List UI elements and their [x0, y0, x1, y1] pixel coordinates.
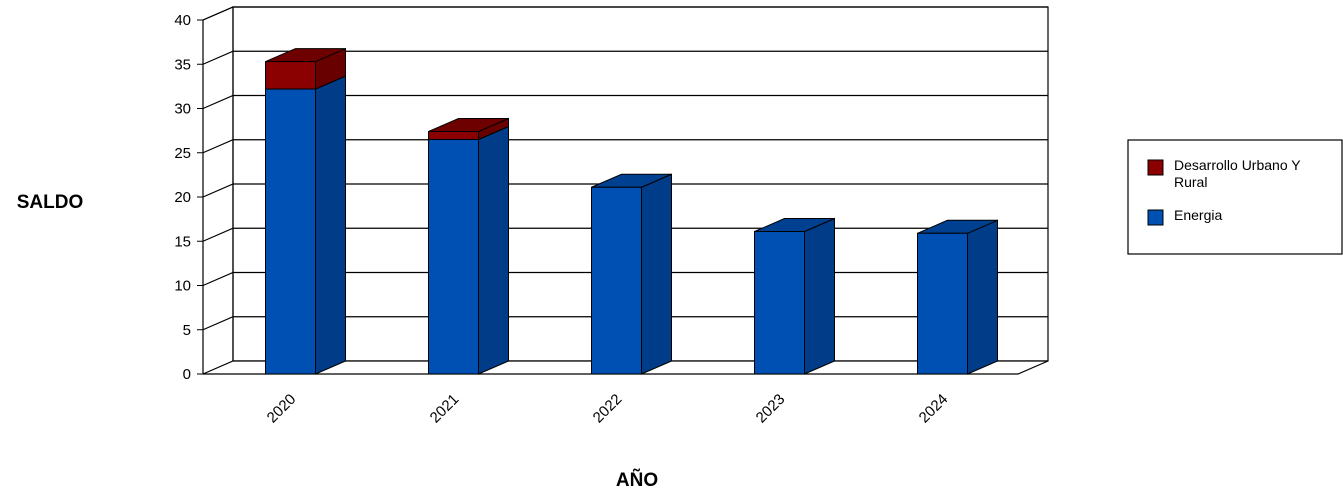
bar-front: [428, 131, 479, 140]
bar-side: [804, 217, 835, 375]
bar-side: [315, 75, 346, 375]
y-tick-label: 30: [174, 101, 191, 118]
y-tick-label: 20: [174, 189, 191, 206]
x-tick-label: 2024: [916, 391, 952, 427]
y-tick-label: 10: [174, 278, 191, 295]
bar-energia-2023: [754, 217, 835, 375]
bar-energia-2021: [428, 125, 509, 375]
bar-energia-2022: [591, 173, 672, 375]
y-tick-label: 25: [174, 145, 191, 162]
legend-label: Energia: [1174, 207, 1222, 223]
bar-energia-2020: [265, 75, 346, 375]
y-axis-ticks: 0 5 10 15 20 25 30 35 40: [174, 6, 234, 383]
bar-front: [265, 88, 316, 375]
legend-swatch: [1147, 209, 1164, 226]
x-axis-ticks: 2020 2021 2022 2023 2024: [264, 391, 952, 427]
y-tick-label: 15: [174, 233, 191, 250]
legend-swatch: [1147, 159, 1164, 176]
legend-label: Desarrollo Urbano Y: [1174, 157, 1301, 173]
x-tick-label: 2020: [264, 391, 300, 427]
y-tick-label: 0: [183, 366, 191, 383]
y-tick-label: 40: [174, 12, 191, 29]
bar-desarrollo-urbano-y-rural-2021: [428, 117, 509, 141]
y-axis-top-edge: [202, 6, 234, 21]
legend-label: Rural: [1174, 174, 1207, 190]
legend-item: Energia: [1147, 207, 1222, 226]
y-axis-title: SALDO: [17, 192, 84, 213]
y-tick-label: 5: [183, 322, 191, 339]
x-tick-label: 2021: [427, 391, 463, 427]
y-tick-label: 35: [174, 56, 191, 73]
bar-front: [754, 231, 805, 375]
legend-box: [1127, 139, 1343, 255]
bar-front: [591, 186, 642, 375]
bar-desarrollo-urbano-y-rural-2020: [265, 47, 346, 90]
bar-front: [265, 61, 316, 90]
bar-side: [967, 219, 998, 375]
bar-side: [641, 173, 672, 375]
bar-front: [917, 232, 968, 375]
bars: [265, 47, 998, 375]
x-tick-label: 2022: [590, 391, 626, 427]
bar-front: [428, 138, 479, 375]
bar-side: [478, 125, 509, 375]
x-tick-label: 2023: [753, 391, 789, 427]
x-axis-title: AÑO: [616, 469, 658, 490]
bar-energia-2024: [917, 219, 998, 375]
